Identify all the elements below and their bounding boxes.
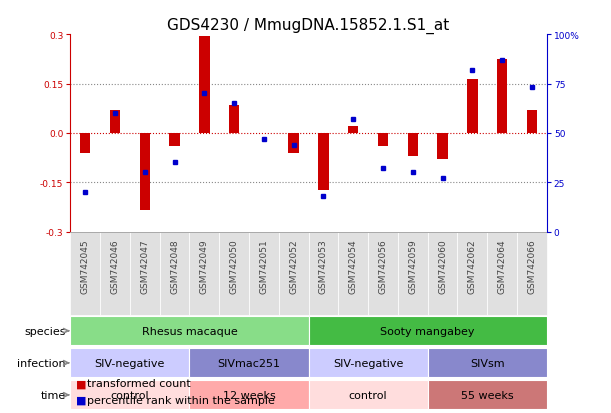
Text: ■: ■	[76, 395, 87, 405]
Bar	[467, 79, 478, 133]
Bar	[100, 232, 130, 315]
Bar	[428, 380, 547, 409]
Bar	[229, 106, 240, 133]
Bar	[70, 349, 189, 377]
Text: Sooty mangabey: Sooty mangabey	[381, 326, 475, 336]
Text: GSM742059: GSM742059	[408, 239, 417, 293]
Text: Rhesus macaque: Rhesus macaque	[142, 326, 237, 336]
Bar	[110, 111, 120, 133]
Text: GSM742051: GSM742051	[260, 239, 268, 293]
Text: GSM742060: GSM742060	[438, 239, 447, 293]
Bar	[368, 232, 398, 315]
Bar	[130, 232, 159, 315]
Text: percentile rank within the sample: percentile rank within the sample	[87, 395, 275, 405]
Text: GSM742049: GSM742049	[200, 239, 209, 293]
Text: transformed count: transformed count	[87, 378, 191, 388]
Bar	[437, 133, 448, 160]
Bar	[199, 37, 210, 133]
Bar	[309, 380, 428, 409]
Bar	[428, 349, 547, 377]
Bar	[458, 232, 488, 315]
Title: GDS4230 / MmugDNA.15852.1.S1_at: GDS4230 / MmugDNA.15852.1.S1_at	[167, 18, 450, 34]
Text: GSM742048: GSM742048	[170, 239, 179, 293]
Bar	[318, 133, 329, 191]
Bar	[428, 232, 458, 315]
Bar	[309, 349, 428, 377]
Bar	[189, 349, 309, 377]
Bar	[398, 232, 428, 315]
Text: ■: ■	[76, 378, 87, 388]
Bar	[309, 232, 338, 315]
Text: time: time	[40, 390, 65, 400]
Bar	[408, 133, 418, 157]
Text: SIVsm: SIVsm	[470, 358, 505, 368]
Bar	[70, 317, 309, 345]
Text: SIVmac251: SIVmac251	[218, 358, 280, 368]
Bar	[348, 127, 359, 133]
Bar	[338, 232, 368, 315]
Bar	[249, 232, 279, 315]
Text: species: species	[24, 326, 65, 336]
Text: 55 weeks: 55 weeks	[461, 390, 514, 400]
Bar	[159, 232, 189, 315]
Bar	[309, 317, 547, 345]
Text: GSM742062: GSM742062	[468, 239, 477, 293]
Bar	[80, 133, 90, 153]
Text: GSM742052: GSM742052	[289, 239, 298, 293]
Text: control: control	[349, 390, 387, 400]
Text: GSM742046: GSM742046	[111, 239, 119, 293]
Text: 12 weeks: 12 weeks	[222, 390, 276, 400]
Bar	[488, 232, 517, 315]
Text: control: control	[111, 390, 149, 400]
Bar	[139, 133, 150, 211]
Bar	[219, 232, 249, 315]
Text: SIV-negative: SIV-negative	[95, 358, 165, 368]
Bar	[517, 232, 547, 315]
Bar	[169, 133, 180, 147]
Text: SIV-negative: SIV-negative	[333, 358, 403, 368]
Bar	[279, 232, 309, 315]
Text: GSM742056: GSM742056	[379, 239, 387, 293]
Bar	[288, 133, 299, 153]
Bar	[527, 111, 537, 133]
Text: GSM742064: GSM742064	[498, 239, 507, 293]
Text: GSM742053: GSM742053	[319, 239, 328, 293]
Bar	[70, 380, 189, 409]
Bar	[189, 232, 219, 315]
Text: GSM742050: GSM742050	[230, 239, 238, 293]
Text: infection: infection	[17, 358, 65, 368]
Text: GSM742045: GSM742045	[81, 239, 90, 293]
Text: GSM742047: GSM742047	[141, 239, 149, 293]
Bar	[378, 133, 388, 147]
Bar	[189, 380, 309, 409]
Bar	[70, 232, 100, 315]
Bar	[497, 60, 507, 133]
Text: GSM742054: GSM742054	[349, 239, 357, 293]
Text: GSM742066: GSM742066	[527, 239, 536, 293]
